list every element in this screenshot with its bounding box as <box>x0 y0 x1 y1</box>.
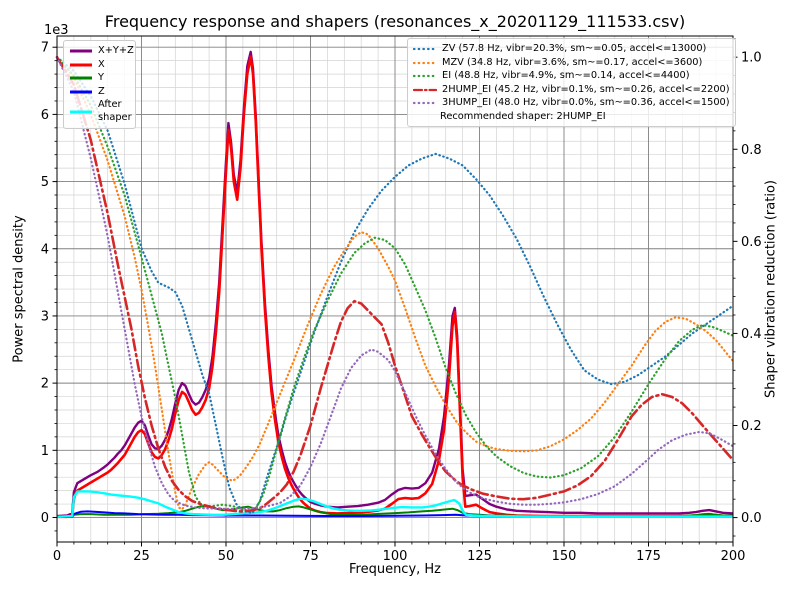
y-right-axis-label: Shaper vibration reduction (ratio) <box>763 180 779 398</box>
legend-item: Z <box>69 86 130 99</box>
y-axis-offset-label: 1e3 <box>44 23 69 38</box>
y-right-tick-label: 0.2 <box>741 419 762 434</box>
y-left-tick-label: 2 <box>41 377 49 392</box>
legend-item: After shaper <box>69 99 132 124</box>
y-left-axis-label: Power spectral density <box>11 215 27 363</box>
legend-label: ZV (57.8 Hz, vibr=20.3%, sm~=0.05, accel… <box>442 43 707 54</box>
legend-label: 3HUMP_EI (48.0 Hz, vibr=0.0%, sm~=0.36, … <box>442 97 730 109</box>
legend-line-sample-icon <box>70 110 92 114</box>
series-3hump_ei <box>55 56 735 510</box>
y-left-tick-label: 7 <box>41 41 49 56</box>
y-left-tick-label: 6 <box>41 108 49 123</box>
x-tick-label: 175 <box>636 549 661 564</box>
y-right-tick-label: 1.0 <box>741 51 762 66</box>
legend-item: Y <box>69 72 130 85</box>
series-x <box>57 55 734 519</box>
legend-label: EI (48.8 Hz, vibr=4.9%, sm~=0.14, accel<… <box>442 70 690 82</box>
legend-item: X+Y+Z <box>69 45 134 58</box>
legend-line-sample-icon <box>413 61 437 64</box>
legend-line-sample-icon <box>413 88 437 91</box>
y-left-tick-label: 3 <box>41 309 49 324</box>
y-right-tick-label: 0.6 <box>741 235 762 250</box>
legend-item: ZV (57.8 Hz, vibr=20.3%, sm~=0.05, accel… <box>413 43 730 56</box>
legend-line-sample-icon <box>70 49 92 53</box>
series-zv <box>55 56 735 515</box>
x-tick-label: 200 <box>721 549 746 564</box>
legend-label: 2HUMP_EI (45.2 Hz, vibr=0.1%, sm~=0.26, … <box>442 83 730 95</box>
legend-item: 3HUMP_EI (48.0 Hz, vibr=0.0%, sm~=0.36, … <box>413 97 730 110</box>
legend-line-sample-icon <box>413 48 437 51</box>
series-mzv <box>55 56 735 511</box>
series-ei <box>55 56 735 513</box>
legend-label: Z <box>98 85 105 97</box>
y-right-tick-label: 0.8 <box>741 143 762 158</box>
y-left-tick-label: 0 <box>41 511 49 526</box>
x-axis-label: Frequency, Hz <box>348 562 442 577</box>
legend-line-sample-icon <box>413 102 437 105</box>
x-tick-label: 50 <box>218 549 235 564</box>
legend-label: MZV (34.8 Hz, vibr=3.6%, sm~=0.17, accel… <box>442 56 703 68</box>
x-tick-label: 25 <box>133 549 150 564</box>
series-2hump_ei <box>55 55 735 513</box>
y-left-tick-label: 1 <box>41 444 49 459</box>
x-tick-label: 125 <box>467 549 492 564</box>
legend-line-sample-icon <box>413 75 437 78</box>
legend-item: X <box>69 59 130 72</box>
x-tick-label: 150 <box>552 549 577 564</box>
legend-item: EI (48.8 Hz, vibr=4.9%, sm~=0.14, accel<… <box>413 70 730 83</box>
y-left-tick-label: 5 <box>41 175 49 190</box>
legend-label: After shaper <box>98 99 132 123</box>
legend-psd: X+Y+Z X Y Z After shaper <box>63 40 136 130</box>
legend-line-sample-icon <box>70 90 92 94</box>
legend-line-sample-icon <box>70 76 92 80</box>
legend-item: 2HUMP_EI (45.2 Hz, vibr=0.1%, sm~=0.26, … <box>413 84 730 97</box>
x-tick-label: 100 <box>383 549 408 564</box>
legend-line-sample-icon <box>70 63 92 67</box>
legend-label: X <box>98 58 105 70</box>
legend-shapers: ZV (57.8 Hz, vibr=20.3%, sm~=0.05, accel… <box>407 38 736 128</box>
legend-item: MZV (34.8 Hz, vibr=3.6%, sm~=0.17, accel… <box>413 57 730 70</box>
legend-note: Recommended shaper: 2HUMP_EI <box>440 110 606 122</box>
legend-label: X+Y+Z <box>98 45 134 56</box>
x-tick-label: 75 <box>302 549 319 564</box>
series-after-shaper <box>56 490 733 518</box>
x-tick-label: 0 <box>53 549 61 564</box>
y-right-tick-label: 0.4 <box>741 327 762 342</box>
y-left-tick-label: 4 <box>41 242 49 257</box>
y-right-tick-label: 0.0 <box>741 511 762 526</box>
legend-label: Y <box>98 72 104 84</box>
chart-title: Frequency response and shapers (resonanc… <box>104 12 686 31</box>
